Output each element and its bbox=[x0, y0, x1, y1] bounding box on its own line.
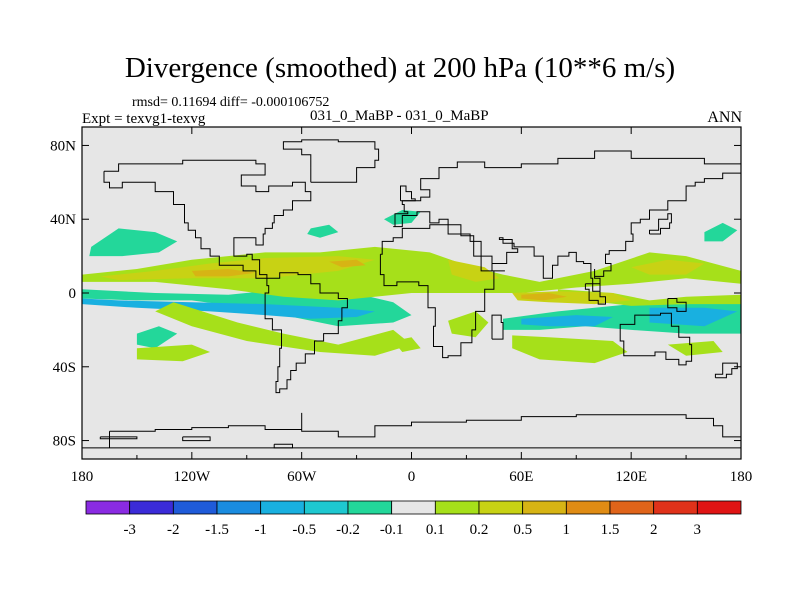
field-region-18 bbox=[100, 256, 375, 281]
field-region-24 bbox=[329, 259, 366, 268]
x-tick-label: 60E bbox=[509, 469, 533, 485]
field-region-2 bbox=[136, 326, 178, 349]
colorbar-label: 1 bbox=[563, 522, 571, 538]
field-region-16 bbox=[448, 311, 489, 338]
colorbar-swatch bbox=[216, 500, 262, 515]
coastline-14 bbox=[182, 436, 211, 442]
x-tick-label: 180 bbox=[730, 469, 753, 485]
field-region-14 bbox=[136, 344, 211, 362]
x-tick-label: 60W bbox=[287, 469, 317, 485]
field-region-21 bbox=[631, 259, 705, 275]
y-tick-label: 0 bbox=[69, 286, 77, 302]
y-tick-label: 40N bbox=[50, 212, 76, 228]
chart-title: Divergence (smoothed) at 200 hPa (10**6 … bbox=[124, 52, 676, 84]
field-region-3 bbox=[307, 224, 339, 238]
coastline-6 bbox=[714, 362, 738, 379]
colorbar-label: -0.2 bbox=[336, 522, 360, 538]
colorbar-swatch bbox=[260, 500, 305, 515]
x-axis: 180 120W 60W 0 60E 120E 180 bbox=[71, 127, 753, 485]
field-region-17 bbox=[393, 337, 421, 352]
coastline-10 bbox=[667, 298, 687, 312]
coastline-15 bbox=[273, 443, 293, 449]
x-tick-label: 120E bbox=[615, 469, 647, 485]
colorbar-label: -1 bbox=[254, 522, 267, 538]
colorbar-swatch bbox=[696, 500, 742, 515]
colorbar-label: -3 bbox=[123, 522, 136, 538]
case-label: 031_0_MaBP - 031_0_MaBP bbox=[310, 108, 489, 124]
colorbar: -3 -2 -1.5 -1 -0.5 -0.2 -0.1 0.1 0.2 0.5 1 1.5 2 3 bbox=[85, 500, 742, 538]
field-region-0 bbox=[89, 228, 178, 257]
coastline-9 bbox=[82, 412, 741, 449]
field-layer bbox=[82, 210, 741, 364]
field-region-19 bbox=[448, 259, 500, 282]
field-region-6 bbox=[704, 222, 738, 242]
colorbar-swatch bbox=[565, 500, 611, 515]
coastline-4 bbox=[619, 312, 693, 366]
colorbar-label: -1.5 bbox=[205, 522, 229, 538]
x-tick-label: 180 bbox=[71, 469, 94, 485]
colorbar-swatch bbox=[129, 500, 174, 515]
coastline-0 bbox=[103, 159, 312, 279]
coastline-11 bbox=[584, 283, 606, 305]
colorbar-label: -0.1 bbox=[380, 522, 404, 538]
field-region-8 bbox=[521, 315, 613, 327]
colorbar-label: -0.5 bbox=[292, 522, 316, 538]
y-tick-label: 40S bbox=[53, 360, 76, 376]
colorbar-label: 1.5 bbox=[601, 522, 620, 538]
colorbar-swatch bbox=[391, 500, 436, 515]
colorbar-swatch bbox=[653, 500, 698, 515]
field-region-23 bbox=[521, 293, 568, 301]
colorbar-swatch bbox=[434, 500, 480, 515]
colorbar-label: 0.5 bbox=[513, 522, 532, 538]
colorbar-label: 2 bbox=[650, 522, 658, 538]
colorbar-swatch bbox=[347, 500, 393, 515]
colorbar-swatch bbox=[609, 500, 655, 515]
x-tick-label: 120W bbox=[173, 469, 211, 485]
field-region-12 bbox=[155, 302, 412, 356]
colorbar-swatch bbox=[85, 500, 131, 515]
colorbar-swatch bbox=[522, 500, 567, 515]
colorbar-label: 0.2 bbox=[470, 522, 489, 538]
colorbar-swatch bbox=[478, 500, 524, 515]
coastline-1 bbox=[264, 272, 348, 394]
y-tick-label: 80N bbox=[50, 138, 76, 154]
field-region-7 bbox=[82, 298, 375, 319]
y-tick-label: 80S bbox=[53, 434, 76, 450]
season-label: ANN bbox=[707, 109, 742, 126]
field-region-15 bbox=[667, 341, 723, 356]
coastline-8 bbox=[400, 185, 416, 202]
experiment-label: Expt = texvg1-texvg bbox=[82, 111, 206, 127]
coastline-5 bbox=[491, 314, 504, 340]
colorbar-label: 3 bbox=[694, 522, 702, 538]
stats-label: rmsd= 0.11694 diff= -0.000106752 bbox=[132, 95, 330, 110]
field-region-22 bbox=[191, 269, 256, 277]
x-tick-label: 0 bbox=[408, 469, 416, 485]
coastline-7 bbox=[282, 139, 380, 183]
colorbar-label: -2 bbox=[167, 522, 180, 538]
colorbar-swatch bbox=[172, 500, 218, 515]
coastline-13 bbox=[99, 436, 138, 440]
colorbar-label: 0.1 bbox=[426, 522, 445, 538]
y-axis: 80N 40N 0 40S 80S bbox=[50, 138, 741, 450]
coastline-layer bbox=[82, 139, 741, 449]
coastline-12 bbox=[649, 213, 672, 235]
field-region-13 bbox=[512, 335, 628, 364]
coastline-3 bbox=[379, 224, 505, 359]
colorbar-swatch bbox=[303, 500, 349, 515]
